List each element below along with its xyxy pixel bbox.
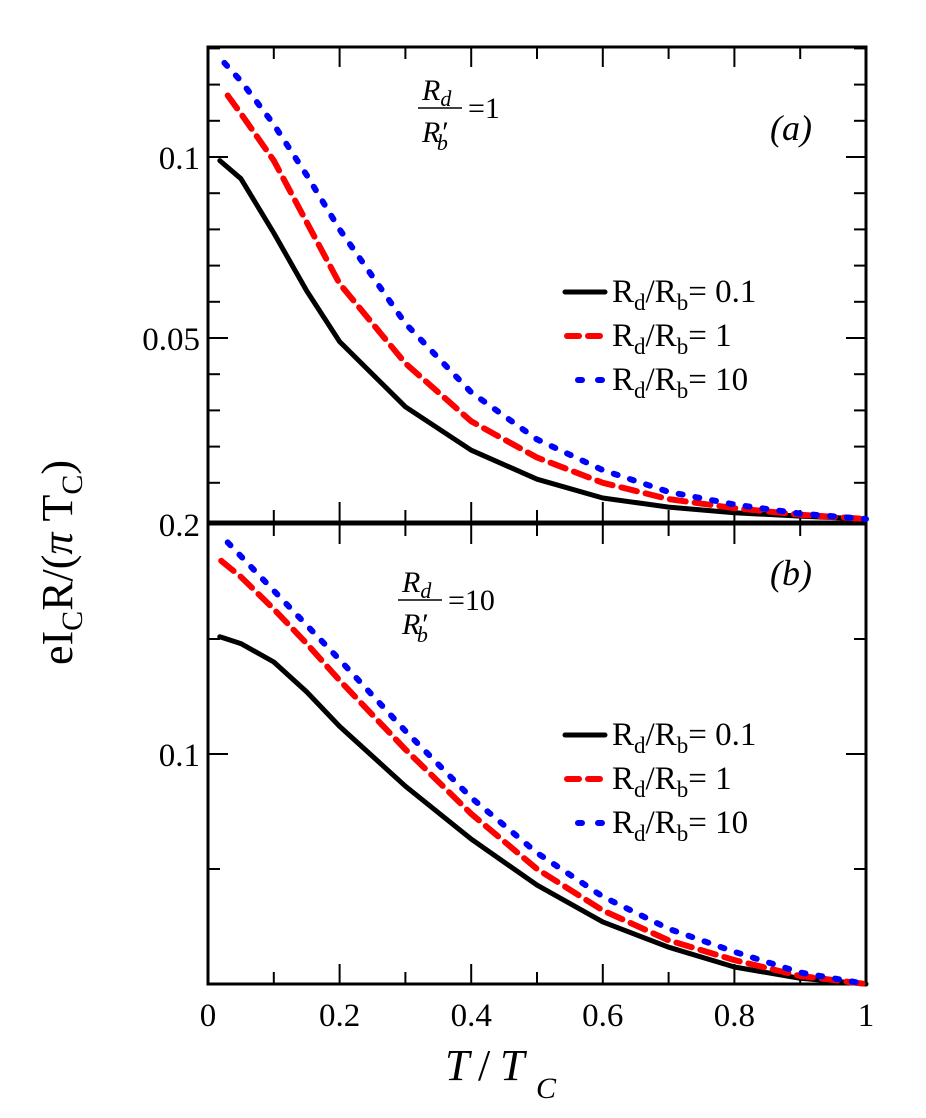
x-axis-title: T / T C — [445, 1041, 557, 1105]
y-tick-label: 0.1 — [159, 738, 200, 774]
panel-a: 0.05 0.1 (a) Rd R′b =1 Rd/Rb= 0.1Rd/Rb= 1Rd/Rb… — [142, 45, 869, 524]
series-line-solid — [217, 158, 869, 522]
y-title-pi: π — [33, 531, 82, 555]
legend-entry: Rd/Rb= 1 — [612, 761, 732, 802]
series-line-dotted — [224, 539, 869, 987]
svg-text:Rd: Rd — [421, 74, 452, 111]
y-tick-label: 0.05 — [142, 322, 200, 358]
svg-text:Rd: Rd — [401, 566, 432, 603]
axes-frame — [206, 522, 868, 986]
svg-text:=10: =10 — [448, 584, 495, 617]
svg-text:eICR/(π TC): eICR/(π TC) — [33, 460, 89, 665]
panel-b: 0.1 0.2 (b) Rd R′b =10 Rd/Rb= 0.1Rd/Rb= 1Rd/Rb… — [159, 508, 869, 987]
legend-entry: Rd/Rb= 0.1 — [612, 274, 756, 315]
x-tick-label: 0.2 — [319, 998, 360, 1034]
y-axis-title: eICR/(π TC) — [33, 460, 89, 665]
series-line-dashed — [224, 92, 869, 522]
legend-entry: Rd/Rb= 1 — [612, 318, 732, 359]
x-title-sub: C — [536, 1072, 557, 1105]
svg-text:=1: =1 — [468, 92, 500, 125]
y-title-rest: R/( — [33, 555, 82, 611]
x-tick-label: 0 — [200, 998, 217, 1034]
ratio-annotation: Rd R′b =10 — [398, 566, 495, 647]
x-title-T: T — [445, 1041, 473, 1090]
x-title-slash: / — [478, 1041, 491, 1090]
svg-text:R′b: R′b — [401, 608, 428, 647]
x-title-T2: T — [500, 1041, 528, 1090]
series-line-dotted — [221, 59, 869, 522]
legend: Rd/Rb= 0.1Rd/Rb= 1Rd/Rb= 10 — [562, 274, 756, 403]
legend: Rd/Rb= 0.1Rd/Rb= 1Rd/Rb= 10 — [562, 717, 756, 846]
legend-entry: Rd/Rb= 10 — [612, 805, 748, 846]
legend-entry: Rd/Rb= 10 — [612, 362, 748, 403]
y-title-T: T — [33, 495, 82, 533]
y-title-close: ) — [33, 460, 82, 475]
x-tick-label: 1 — [858, 998, 875, 1034]
y-tick-label: 0.2 — [159, 508, 200, 544]
svg-text:R′b: R′b — [421, 116, 448, 155]
series-line-solid — [217, 634, 869, 987]
x-tick-label: 0.4 — [451, 998, 492, 1034]
x-tick-labels: 0 0.2 0.4 0.6 0.8 1 — [200, 998, 875, 1034]
legend-entry: Rd/Rb= 0.1 — [612, 717, 756, 758]
y-title-sub: C — [56, 611, 89, 631]
y-title-eI: eI — [33, 631, 82, 665]
series-line-dashed — [218, 557, 869, 987]
ratio-annotation: Rd R′b =1 — [418, 74, 500, 155]
panel-label: (a) — [770, 108, 812, 148]
y-tick-label: 0.1 — [159, 141, 200, 177]
x-tick-label: 0.8 — [714, 998, 755, 1034]
panel-label: (b) — [770, 553, 812, 593]
x-tick-label: 0.6 — [582, 998, 623, 1034]
axes-frame — [206, 45, 868, 524]
y-title-sub2: C — [56, 475, 89, 495]
